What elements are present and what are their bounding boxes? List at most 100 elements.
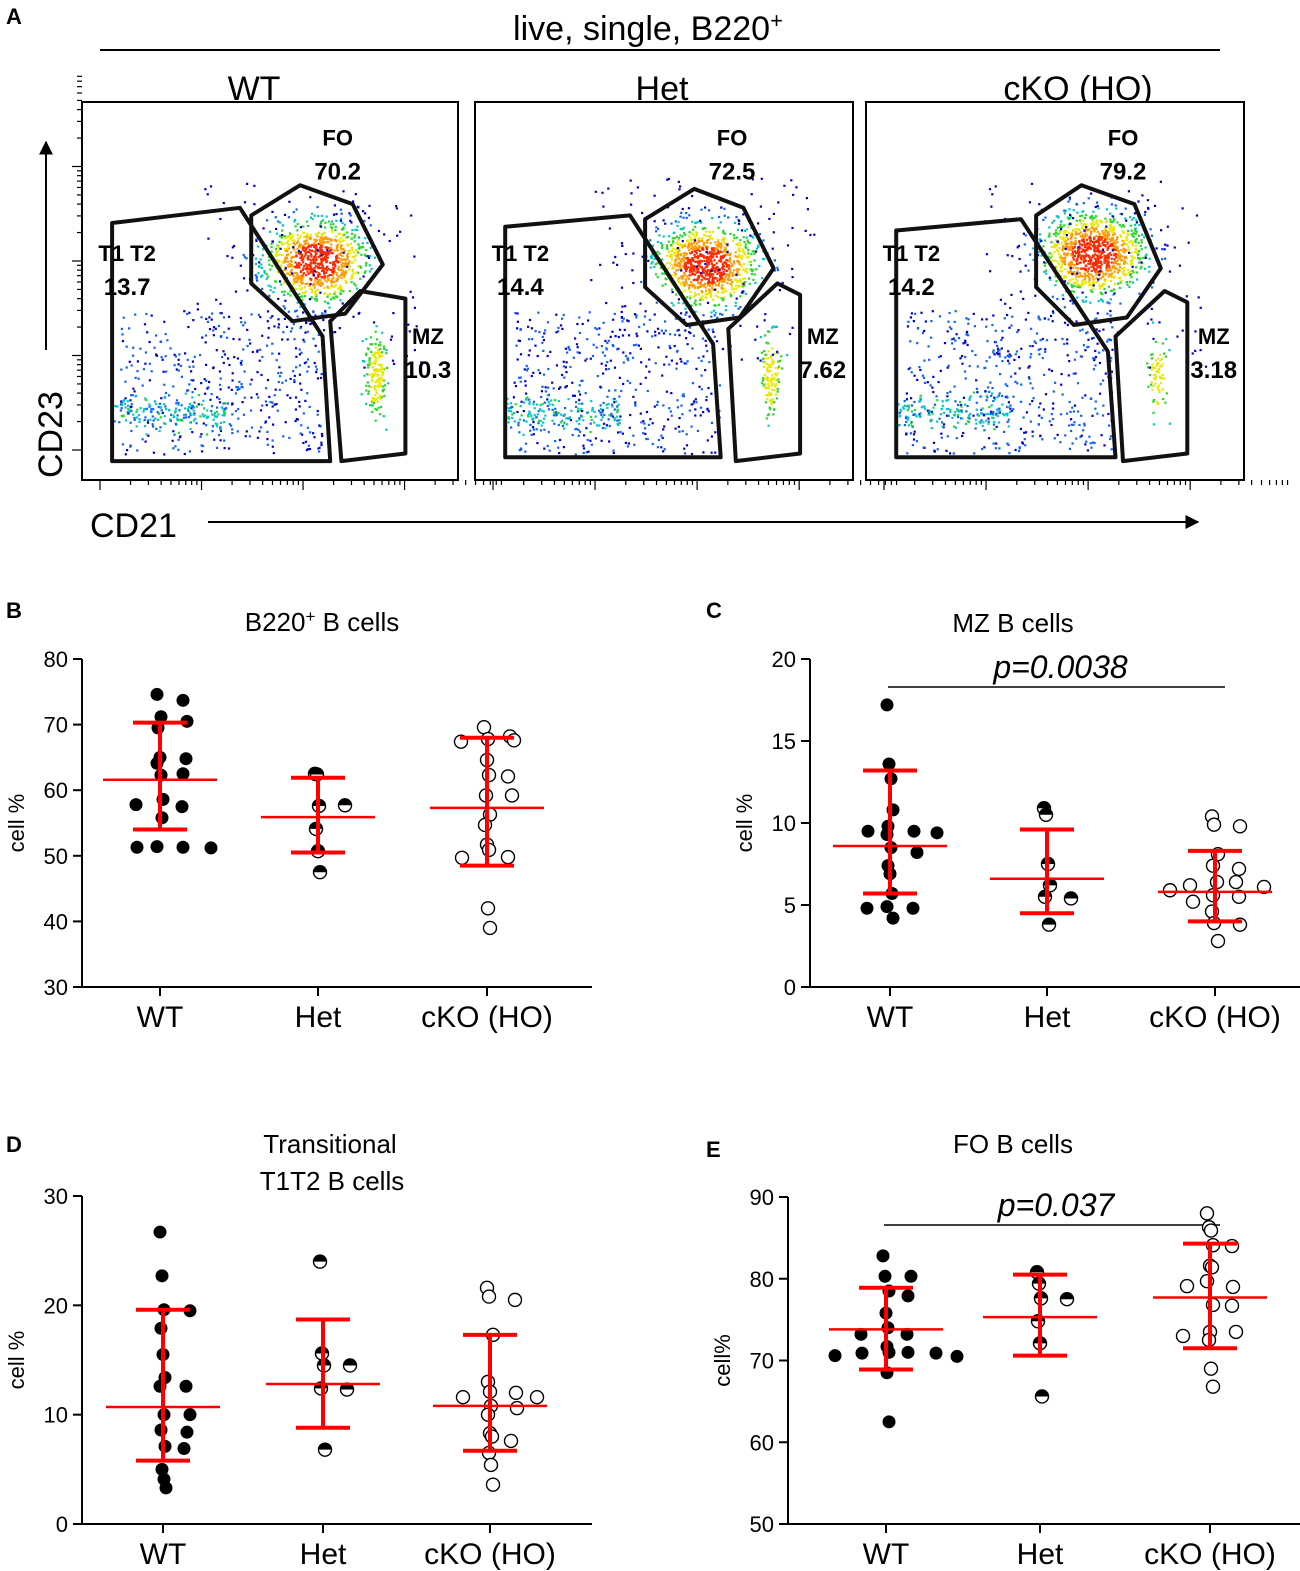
event-dot [347, 262, 351, 265]
event-dot [1116, 259, 1119, 263]
event-dot [313, 268, 316, 271]
event-dot [128, 410, 131, 413]
event-dot [413, 349, 416, 352]
event-dot [287, 216, 290, 219]
event-dot [1071, 406, 1074, 409]
event-dot [345, 270, 348, 273]
event-dot [739, 238, 742, 242]
event-dot [776, 390, 779, 393]
event-dot [296, 229, 299, 232]
event-dot [792, 193, 795, 196]
event-dot [1130, 251, 1133, 254]
event-dot [653, 220, 656, 223]
event-dot [342, 248, 345, 251]
event-dot [672, 304, 675, 307]
event-dot [683, 254, 686, 257]
event-dot [130, 429, 133, 433]
event-dot [1081, 243, 1084, 246]
event-dot [607, 418, 610, 421]
event-dot [1092, 220, 1095, 224]
event-dot [1063, 224, 1066, 227]
event-dot [189, 427, 192, 431]
event-dot [620, 389, 623, 393]
event-dot [364, 248, 368, 252]
event-dot [358, 247, 361, 250]
event-dot [304, 282, 307, 285]
event-dot [1122, 250, 1125, 253]
event-dot [257, 272, 260, 275]
event-dot [346, 265, 349, 268]
event-dot [1092, 368, 1095, 371]
event-dot [180, 404, 183, 407]
event-dot [531, 426, 535, 429]
event-dot [368, 364, 371, 367]
event-dot [641, 211, 644, 215]
event-dot [336, 277, 339, 280]
event-dot [788, 332, 792, 336]
event-dot [674, 260, 677, 263]
event-dot [323, 250, 326, 254]
event-dot [286, 241, 289, 244]
event-dot [1110, 239, 1113, 242]
event-dot [743, 277, 747, 280]
event-dot [783, 184, 786, 187]
event-dot [629, 179, 632, 182]
event-dot [346, 263, 349, 266]
event-dot [137, 377, 140, 380]
event-dot [374, 419, 377, 422]
event-dot [709, 242, 712, 245]
event-dot [724, 248, 727, 251]
event-dot [375, 408, 378, 411]
event-dot [534, 330, 537, 333]
event-dot [172, 416, 175, 419]
event-dot [608, 227, 611, 230]
event-dot [986, 340, 989, 343]
event-dot [741, 254, 744, 258]
event-dot [292, 281, 295, 284]
event-dot [746, 256, 749, 259]
event-dot [1098, 234, 1101, 237]
event-dot [328, 306, 331, 309]
event-dot [268, 230, 272, 233]
event-dot [769, 356, 772, 359]
event-dot [711, 284, 714, 287]
event-dot [766, 368, 769, 371]
event-dot [721, 291, 724, 294]
event-dot [663, 264, 666, 267]
event-dot [1044, 262, 1047, 265]
event-dot [176, 414, 179, 417]
event-dot [1063, 253, 1066, 256]
event-dot [578, 402, 581, 405]
event-dot [712, 330, 715, 334]
event-dot [343, 277, 346, 280]
event-dot [172, 447, 175, 450]
event-dot [574, 453, 577, 456]
event-dot [1074, 278, 1078, 281]
event-dot [1064, 209, 1067, 212]
event-dot [368, 385, 371, 388]
event-dot [683, 447, 686, 450]
event-dot [759, 335, 762, 339]
event-dot [1098, 244, 1101, 247]
event-dot [1122, 231, 1125, 234]
event-dot [690, 243, 693, 246]
event-dot [342, 190, 345, 193]
event-dot [301, 291, 304, 294]
event-dot [513, 420, 516, 423]
event-dot [311, 271, 314, 275]
event-dot [284, 260, 287, 263]
event-dot [326, 275, 329, 278]
event-dot [738, 273, 741, 276]
event-dot [755, 247, 759, 250]
event-dot [1068, 261, 1071, 265]
event-dot [302, 311, 305, 314]
event-dot [368, 357, 371, 360]
event-dot [1106, 247, 1110, 250]
event-dot [662, 332, 665, 335]
event-dot [609, 359, 612, 362]
event-dot [1085, 265, 1088, 268]
event-dot [318, 424, 321, 427]
event-dot [160, 397, 163, 400]
event-dot [336, 249, 339, 252]
event-dot [271, 240, 274, 243]
